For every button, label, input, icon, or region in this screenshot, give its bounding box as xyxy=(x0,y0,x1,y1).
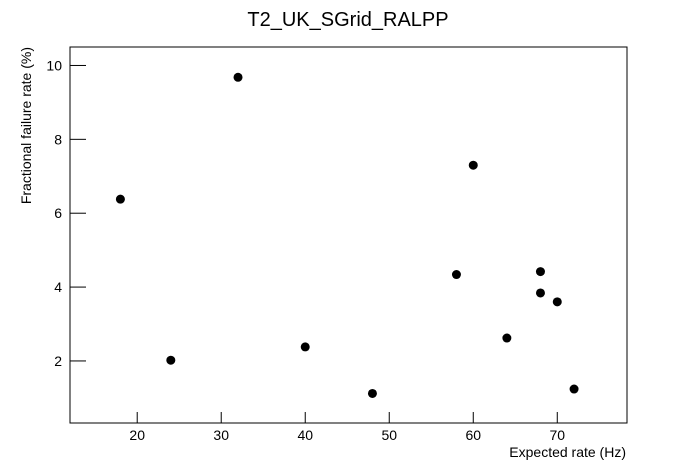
y-axis-label: Fractional failure rate (%) xyxy=(18,47,34,204)
y-tick-label: 6 xyxy=(54,205,62,221)
x-tick-label: 60 xyxy=(465,427,481,443)
point xyxy=(300,342,310,352)
x-tick-label: 40 xyxy=(297,427,313,443)
point xyxy=(468,160,478,170)
y-tick-label: 4 xyxy=(54,279,62,295)
plot-frame xyxy=(69,46,628,424)
y-tick-label: 2 xyxy=(54,353,62,369)
y-tick-label: 8 xyxy=(54,131,62,147)
point xyxy=(502,333,512,343)
point xyxy=(535,267,545,277)
point xyxy=(569,384,579,394)
point xyxy=(451,270,461,280)
chart-title: T2_UK_SGrid_RALPP xyxy=(247,9,448,31)
x-tick-label: 30 xyxy=(213,427,229,443)
x-axis-label: Expected rate (Hz) xyxy=(509,444,626,460)
point xyxy=(535,288,545,298)
point xyxy=(552,297,562,307)
point xyxy=(367,388,377,398)
x-tick-label: 70 xyxy=(549,427,565,443)
point xyxy=(115,194,125,204)
point xyxy=(166,355,176,365)
y-tick-label: 10 xyxy=(46,57,62,73)
x-tick-label: 50 xyxy=(381,427,397,443)
point xyxy=(233,72,243,82)
x-tick-label: 20 xyxy=(129,427,145,443)
